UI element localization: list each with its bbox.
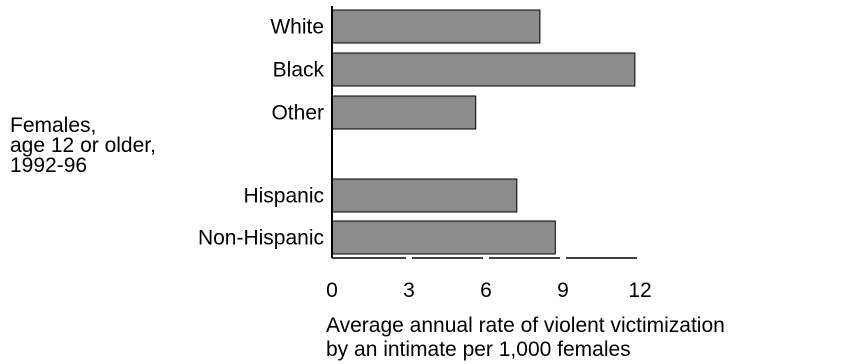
group-label-line-2: age 12 or older, (10, 134, 156, 157)
group-label-line-1: Females, (10, 114, 97, 137)
category-label-black: Black (273, 59, 325, 82)
x-tick-label-0: 0 (326, 279, 338, 302)
x-axis-title: Average annual rate of violent victimiza… (326, 314, 725, 362)
x-axis-title-line-2: by an intimate per 1,000 females (326, 338, 631, 361)
x-tick-label-12: 12 (628, 279, 651, 302)
bar-hispanic (331, 178, 518, 213)
x-axis: 0 3 6 9 12 (326, 6, 652, 302)
x-tick-label-9: 9 (557, 279, 569, 302)
bar-non-hispanic (331, 220, 556, 255)
category-label-non-hispanic: Non-Hispanic (198, 227, 324, 250)
bar-white (331, 9, 541, 44)
bar-other (331, 95, 477, 130)
category-label-other: Other (271, 102, 324, 125)
x-axis-title-line-1: Average annual rate of violent victimiza… (326, 314, 725, 337)
category-labels: White Black Other Hispanic Non-Hispanic (198, 16, 325, 250)
x-tick-label-6: 6 (480, 279, 492, 302)
group-label: Females, age 12 or older, 1992-96 (10, 114, 156, 177)
bar-black (331, 52, 636, 87)
x-tick-label-3: 3 (403, 279, 415, 302)
category-label-white: White (270, 16, 324, 39)
group-label-line-3: 1992-96 (10, 154, 88, 177)
bars-group (331, 9, 636, 255)
category-label-hispanic: Hispanic (243, 185, 324, 208)
